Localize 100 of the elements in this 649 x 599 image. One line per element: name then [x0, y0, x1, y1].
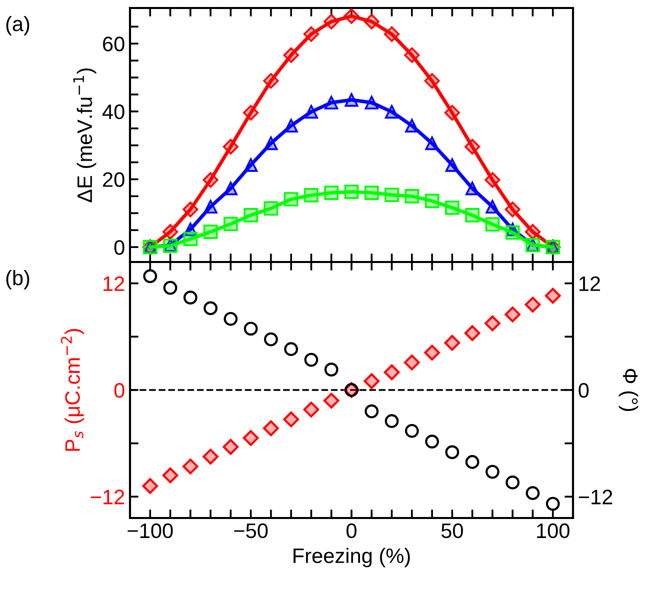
- point: [284, 342, 298, 356]
- point: [384, 414, 399, 428]
- point: [224, 312, 238, 326]
- y-tick-label: −12: [90, 490, 124, 504]
- point: [304, 188, 318, 202]
- point: [404, 47, 420, 63]
- point: [284, 118, 298, 132]
- point: [425, 434, 439, 449]
- point: [303, 402, 320, 418]
- point: [204, 200, 218, 214]
- point: [142, 478, 158, 494]
- point: [324, 362, 338, 377]
- point: [444, 334, 460, 351]
- point: [486, 464, 500, 479]
- point: [526, 486, 540, 500]
- point: [384, 364, 400, 380]
- point: [344, 8, 360, 24]
- point: [344, 93, 358, 107]
- point: [405, 118, 419, 132]
- point: [425, 136, 439, 150]
- point: [444, 105, 460, 121]
- point: [323, 392, 340, 409]
- point: [464, 138, 480, 154]
- point: [445, 158, 459, 172]
- y-tick-label: 12: [104, 276, 124, 291]
- point: [304, 352, 318, 367]
- point: [243, 105, 259, 121]
- y-axis-title: ΔE (meV.fu$^{−1}$): [73, 68, 96, 202]
- x-tick-label: 0: [346, 523, 356, 538]
- point: [465, 455, 480, 469]
- point: [364, 404, 379, 418]
- point: [244, 158, 258, 172]
- point: [384, 26, 400, 42]
- point: [364, 373, 380, 390]
- point: [486, 200, 500, 214]
- point: [264, 332, 278, 346]
- point: [283, 411, 300, 428]
- point: [445, 200, 460, 215]
- point: [182, 458, 198, 474]
- point: [182, 202, 198, 218]
- text: (a): [6, 16, 30, 36]
- point: [183, 290, 198, 305]
- point: [244, 208, 258, 222]
- y-tick-label: 20: [103, 172, 124, 188]
- point: [242, 430, 259, 446]
- point: [183, 232, 198, 246]
- point: [224, 182, 238, 196]
- point: [424, 73, 440, 89]
- point: [222, 438, 239, 455]
- point: [202, 448, 218, 465]
- point: [505, 225, 520, 240]
- point: [203, 224, 218, 239]
- x-axis-title: Freezing (%): [294, 548, 410, 568]
- point: [324, 14, 340, 30]
- x-tick-label: 50: [441, 523, 463, 538]
- point: [466, 182, 480, 196]
- point: [162, 224, 178, 240]
- point: [143, 269, 158, 284]
- point: [404, 424, 419, 438]
- point: [465, 208, 480, 222]
- point: [344, 184, 359, 199]
- point: [506, 475, 520, 490]
- x-tick-label: 100: [537, 523, 570, 538]
- point: [424, 344, 440, 361]
- point: [384, 104, 399, 119]
- x-tick-label: −100: [128, 523, 173, 538]
- point: [303, 26, 320, 42]
- y-tick-label: 0: [114, 383, 124, 398]
- point: [445, 445, 460, 460]
- point: [324, 186, 339, 200]
- point: [364, 186, 379, 200]
- point: [484, 172, 500, 188]
- y-tick-label: 60: [103, 36, 124, 52]
- point: [264, 201, 278, 216]
- point: [222, 138, 238, 154]
- point: [324, 96, 338, 110]
- point: [546, 496, 560, 511]
- text: (b): [6, 270, 30, 290]
- point: [544, 288, 561, 304]
- point: [384, 188, 399, 202]
- point: [364, 96, 378, 110]
- point: [162, 467, 178, 484]
- point: [484, 315, 500, 332]
- y-axis-title: P$_{s}$ (μC.cm$^{−2}$): [60, 328, 84, 451]
- x-tick-label: −50: [234, 523, 268, 538]
- y2-tick-label: −12: [578, 490, 612, 504]
- point: [424, 194, 440, 208]
- point: [404, 189, 420, 204]
- point: [504, 306, 521, 322]
- point: [263, 73, 279, 89]
- point: [464, 325, 480, 342]
- point: [224, 216, 238, 232]
- point: [524, 296, 541, 313]
- y2-tick-label: 12: [579, 276, 600, 291]
- point: [204, 301, 218, 316]
- y2-tick-label: 0: [578, 383, 589, 398]
- point: [244, 322, 258, 336]
- point: [263, 420, 279, 436]
- y-tick-label: 40: [102, 104, 124, 120]
- y-tick-label: 0: [114, 240, 124, 255]
